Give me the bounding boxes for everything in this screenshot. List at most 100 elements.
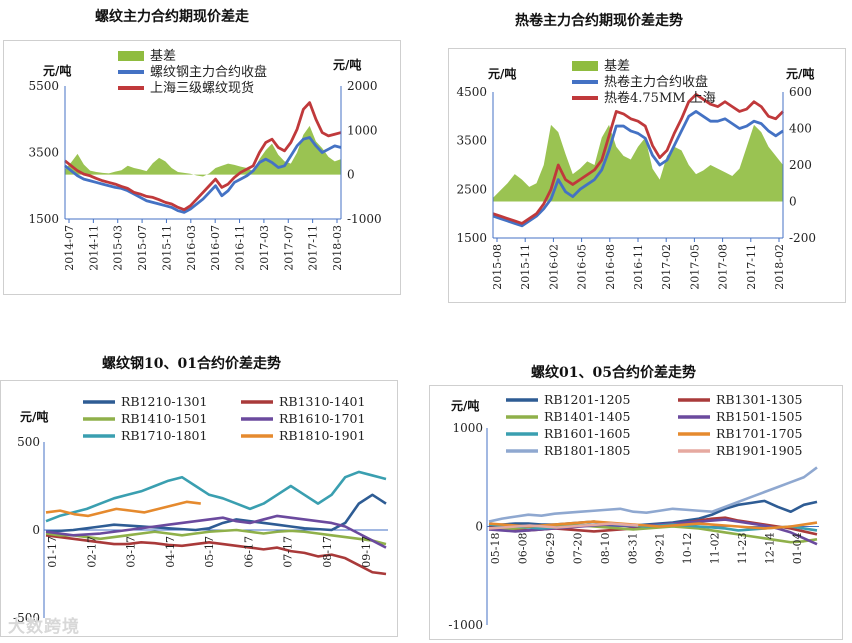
watermark: 大数跨境 (8, 617, 80, 637)
x-tick-label: 2018-03 (331, 225, 344, 271)
spread-line-RB1201-1205 (488, 499, 818, 527)
spread-line-RB1210-1301 (45, 493, 387, 534)
unit-label: 元/吨 (20, 409, 48, 424)
unit-label: 元/吨 (451, 398, 479, 413)
legend-label: RB1301-1305 (716, 392, 802, 407)
legend-swatch-basis (572, 61, 598, 71)
right-tick-label: 600 (789, 85, 812, 99)
x-tick-label: 08-31 (626, 533, 639, 565)
x-tick-label: 2017-08 (717, 244, 730, 290)
spread-line-RB1801-1805 (488, 466, 818, 523)
x-tick-label: 10-12 (681, 533, 694, 565)
x-tick-label: 02-17 (85, 536, 98, 568)
legend-label: RB1710-1801 (121, 428, 207, 443)
x-tick-label: 2017-02 (660, 244, 673, 290)
legend-label: 热卷主力合约收盘 (604, 74, 708, 90)
chart4-rebar-01-05-spread: RB1201-1205 RB1301-1305 RB1401-1405 RB1501-… (448, 392, 819, 632)
legend-label: 螺纹钢主力合约收盘 (150, 64, 267, 80)
legend-label: RB1210-1301 (121, 394, 207, 409)
x-tick-label: 2016-02 (547, 244, 560, 290)
x-tick-label: 01-04 (791, 533, 804, 565)
y-tick-label: 1000 (452, 421, 483, 435)
left-tick-label: 3500 (28, 146, 59, 160)
x-tick-label: 2017-11 (307, 225, 320, 271)
right-tick-label: 1000 (347, 123, 378, 137)
series-line-2 (64, 101, 342, 212)
spread-line-RB1410-1501 (45, 528, 387, 546)
x-tick-label: 09-17 (360, 536, 373, 568)
legend-label: RB1901-1905 (716, 443, 802, 458)
left-unit: 元/吨 (43, 63, 71, 78)
x-tick-label: 2015-11 (160, 225, 173, 271)
series-line-1 (64, 136, 342, 214)
basis-bars (65, 125, 341, 177)
y-tick-label: 0 (32, 523, 40, 537)
chart2-hrc-basis: 1500 2500 3500 4500 -200 0 200 400 600 元/吨 元/吨 2015… (456, 59, 816, 290)
basis-bars (493, 124, 783, 202)
legend-label: RB1601-1605 (544, 426, 630, 441)
x-tick-label: 2015-07 (136, 225, 149, 271)
x-tick-label: 2017-03 (258, 225, 271, 271)
x-tick-label: 2014-11 (87, 225, 100, 271)
left-tick-label: 3500 (456, 134, 487, 148)
x-tick-label: 09-21 (654, 533, 667, 565)
right-tick-label: 200 (789, 158, 812, 172)
legend-label: RB1810-1901 (279, 428, 365, 443)
legend-label: RB1701-1705 (716, 426, 802, 441)
x-tick-label: 2018-02 (773, 244, 786, 290)
chart3-title: 螺纹钢10、01合约价差走势 (102, 356, 281, 372)
x-tick-label: 04-17 (164, 536, 177, 568)
legend-label: 基差 (150, 49, 176, 64)
left-tick-label: 5500 (28, 79, 59, 93)
legend-label: 基差 (604, 59, 630, 74)
legend-label: RB1801-1805 (544, 443, 630, 458)
x-tick-label: 2016-11 (234, 225, 247, 271)
left-tick-label: 4500 (456, 85, 487, 99)
x-tick-label: 2016-08 (604, 244, 617, 290)
legend-label: RB1201-1205 (544, 392, 630, 407)
spread-line-RB1810-1901 (45, 500, 201, 518)
spread-line-RB1610-1701 (45, 514, 387, 549)
spread-line-RB1310-1401 (45, 533, 387, 576)
x-tick-label: 06-17 (242, 536, 255, 568)
x-tick-label: 2015-03 (112, 225, 125, 271)
x-tick-label: 2015-11 (519, 244, 532, 290)
x-tick-label: 06-08 (516, 533, 529, 565)
x-tick-label: 05-18 (489, 533, 502, 565)
legend-label: 热卷4.75MM 上海 (604, 90, 716, 106)
left-tick-label: 2500 (456, 182, 487, 196)
left-tick-label: 1500 (28, 212, 59, 226)
legend-label: RB1410-1501 (121, 411, 207, 426)
legend-swatch-basis (118, 51, 144, 61)
legend-label: RB1401-1405 (544, 409, 630, 424)
chart1-rebar-basis: 1500 3500 5500 -1000 0 1000 2000 元/吨 元/吨 2014-07 2… (28, 49, 381, 271)
x-tick-label: 07-17 (282, 536, 295, 568)
legend-label: RB1610-1701 (279, 411, 365, 426)
x-tick-label: 07-20 (571, 533, 584, 565)
x-tick-label: 2017-05 (688, 244, 701, 290)
x-tick-label: 2017-11 (745, 244, 758, 290)
right-tick-label: 400 (789, 122, 812, 136)
x-tick-label: 12-14 (764, 533, 777, 565)
left-tick-label: 1500 (456, 231, 487, 245)
right-tick-label: -200 (789, 231, 816, 245)
right-unit: 元/吨 (333, 57, 361, 72)
series-line-1 (492, 110, 784, 228)
x-tick-label: 01-17 (46, 536, 59, 568)
y-tick-label: 0 (475, 520, 483, 534)
x-tick-label: 05-17 (203, 536, 216, 568)
x-tick-label: 08-10 (599, 533, 612, 565)
x-tick-label: 2014-07 (63, 225, 76, 271)
legend-label: RB1310-1401 (279, 394, 365, 409)
right-tick-label: 0 (347, 168, 355, 182)
left-unit: 元/吨 (488, 66, 516, 81)
right-tick-label: 2000 (347, 79, 378, 93)
spread-line-RB1710-1801 (45, 470, 387, 523)
legend-label: RB1501-1505 (716, 409, 802, 424)
x-tick-label: 2016-11 (632, 244, 645, 290)
chart2-title: 热卷主力合约期现价差走势 (515, 13, 683, 29)
y-tick-label: 500 (17, 435, 40, 449)
x-tick-label: 11-02 (709, 533, 722, 565)
right-tick-label: 0 (789, 195, 797, 209)
x-tick-label: 03-17 (125, 536, 138, 568)
